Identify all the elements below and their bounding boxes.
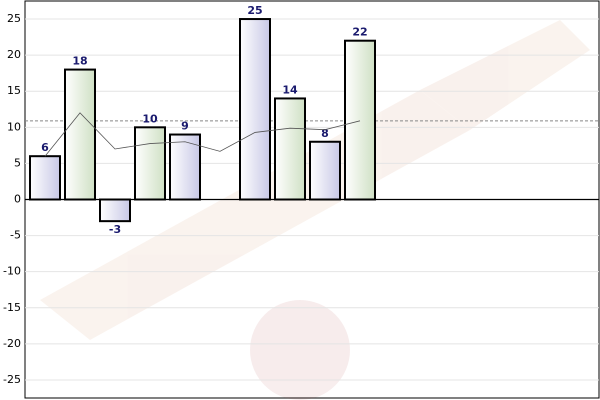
value-label: -3 [109, 223, 121, 236]
running-average-line [44, 112, 361, 157]
bar [64, 68, 96, 201]
y-tick-label: -5 [10, 229, 21, 242]
value-label: 14 [282, 83, 298, 96]
value-label: 6 [41, 141, 49, 154]
y-tick-label: -10 [3, 265, 21, 278]
y-tick-label: 0 [14, 193, 21, 206]
y-tick-label: -15 [3, 301, 21, 314]
value-label: 10 [142, 112, 158, 125]
value-label: 25 [247, 4, 262, 17]
y-tick-label: -25 [3, 373, 21, 386]
y-tick-label: 5 [14, 156, 21, 169]
value-label: 18 [72, 55, 87, 68]
y-tick-label: -20 [3, 337, 21, 350]
bar [309, 140, 341, 201]
value-label: 9 [181, 120, 189, 133]
y-tick-label: 10 [7, 120, 21, 133]
y-tick-label: 20 [7, 48, 21, 61]
bar [134, 126, 166, 201]
value-label: 8 [321, 127, 329, 140]
bar [29, 155, 61, 201]
y-tick-label: 15 [7, 84, 21, 97]
bar [239, 18, 271, 201]
y-tick-label: 25 [7, 12, 21, 25]
bar [274, 97, 306, 201]
bar [169, 133, 201, 201]
bar [99, 198, 131, 223]
value-label: 22 [352, 26, 367, 39]
bar [344, 39, 376, 201]
